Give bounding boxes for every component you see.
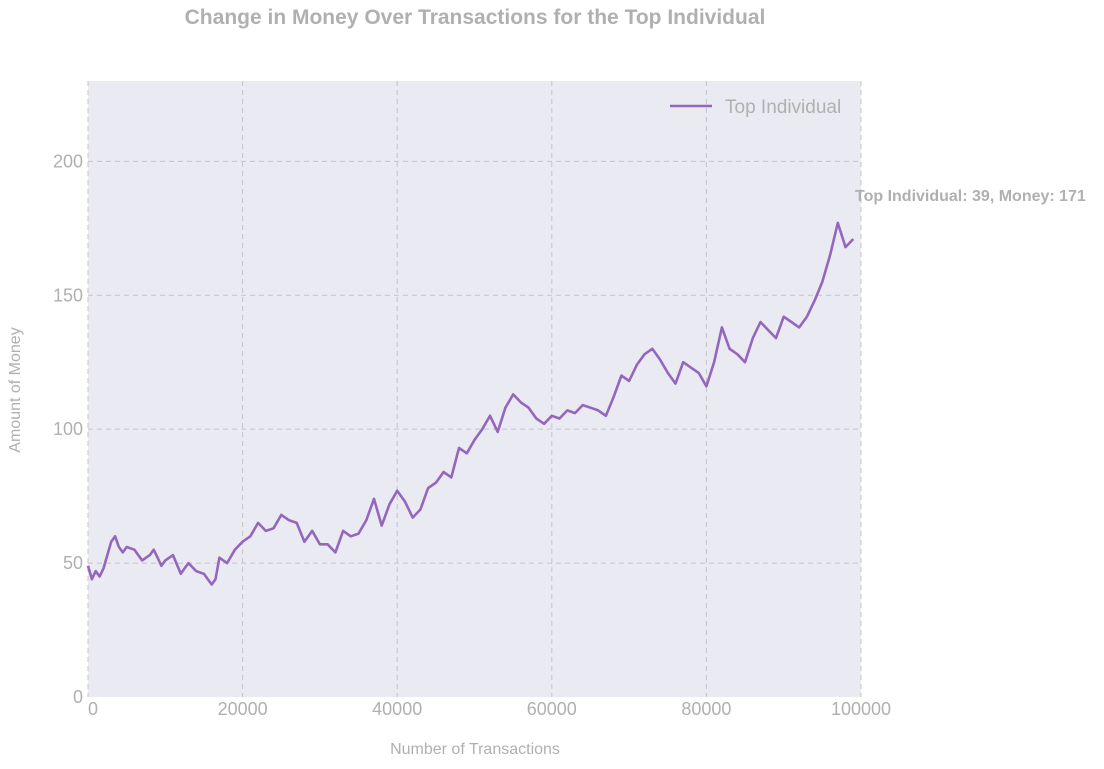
x-tick-label: 80000 xyxy=(681,699,731,719)
series-line-top-individual xyxy=(86,221,855,586)
x-tick-label: 40000 xyxy=(372,699,422,719)
x-tick-label: 20000 xyxy=(218,699,268,719)
x-tick-label: 60000 xyxy=(527,699,577,719)
final-value-annotation: Top Individual: 39, Money: 171 xyxy=(855,188,1086,205)
y-axis-label: Amount of Money xyxy=(7,327,24,453)
y-tick-label: 50 xyxy=(63,553,83,573)
x-tick-label: 0 xyxy=(88,699,98,719)
y-tick-label: 100 xyxy=(53,419,83,439)
plot-area xyxy=(88,81,861,697)
chart-title: Change in Money Over Transactions for th… xyxy=(184,6,766,29)
legend: Top Individual xyxy=(670,97,841,118)
x-axis-label: Number of Transactions xyxy=(390,741,560,758)
legend-label: Top Individual xyxy=(725,97,841,118)
y-tick-label: 150 xyxy=(53,285,83,305)
x-tick-label: 100000 xyxy=(831,699,891,719)
y-tick-label: 0 xyxy=(73,687,83,707)
y-tick-label: 200 xyxy=(53,151,83,171)
axis-ticks: 0 20000 40000 60000 80000 100000 0 50 100 150 200 xyxy=(53,151,891,719)
grid-lines xyxy=(87,81,862,697)
